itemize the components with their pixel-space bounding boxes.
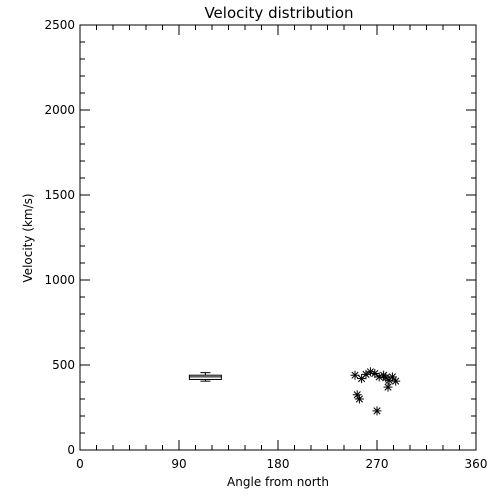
- chart-title: Velocity distribution: [204, 4, 353, 22]
- scatter-point: [354, 394, 364, 404]
- scatter-point: [372, 406, 382, 416]
- data-points: [350, 367, 401, 416]
- x-axis-tick-labels: 0 90 180 270 360: [76, 457, 487, 471]
- scatter-point: [383, 382, 393, 392]
- x-tick-label: 180: [267, 457, 290, 471]
- x-axis-label: Angle from north: [227, 475, 329, 489]
- scatter-point: [391, 376, 401, 386]
- y-axis-ticks: [80, 24, 476, 451]
- x-tick-label: 270: [366, 457, 389, 471]
- x-tick-label: 0: [76, 457, 84, 471]
- y-tick-label: 0: [67, 443, 75, 457]
- scatter-point: [350, 370, 360, 380]
- y-tick-label: 2500: [44, 18, 75, 32]
- y-tick-label: 500: [52, 358, 75, 372]
- y-tick-label: 2000: [44, 103, 75, 117]
- y-axis-label: Velocity (km/s): [21, 193, 35, 282]
- y-tick-label: 1500: [44, 188, 75, 202]
- x-tick-label: 360: [465, 457, 488, 471]
- y-tick-label: 1000: [44, 273, 75, 287]
- y-axis-tick-labels: 0 500 1000 1500 2000 2500: [44, 18, 75, 457]
- x-axis-ticks: [79, 25, 477, 450]
- x-tick-label: 90: [171, 457, 186, 471]
- velocity-boxplot: [188, 372, 222, 382]
